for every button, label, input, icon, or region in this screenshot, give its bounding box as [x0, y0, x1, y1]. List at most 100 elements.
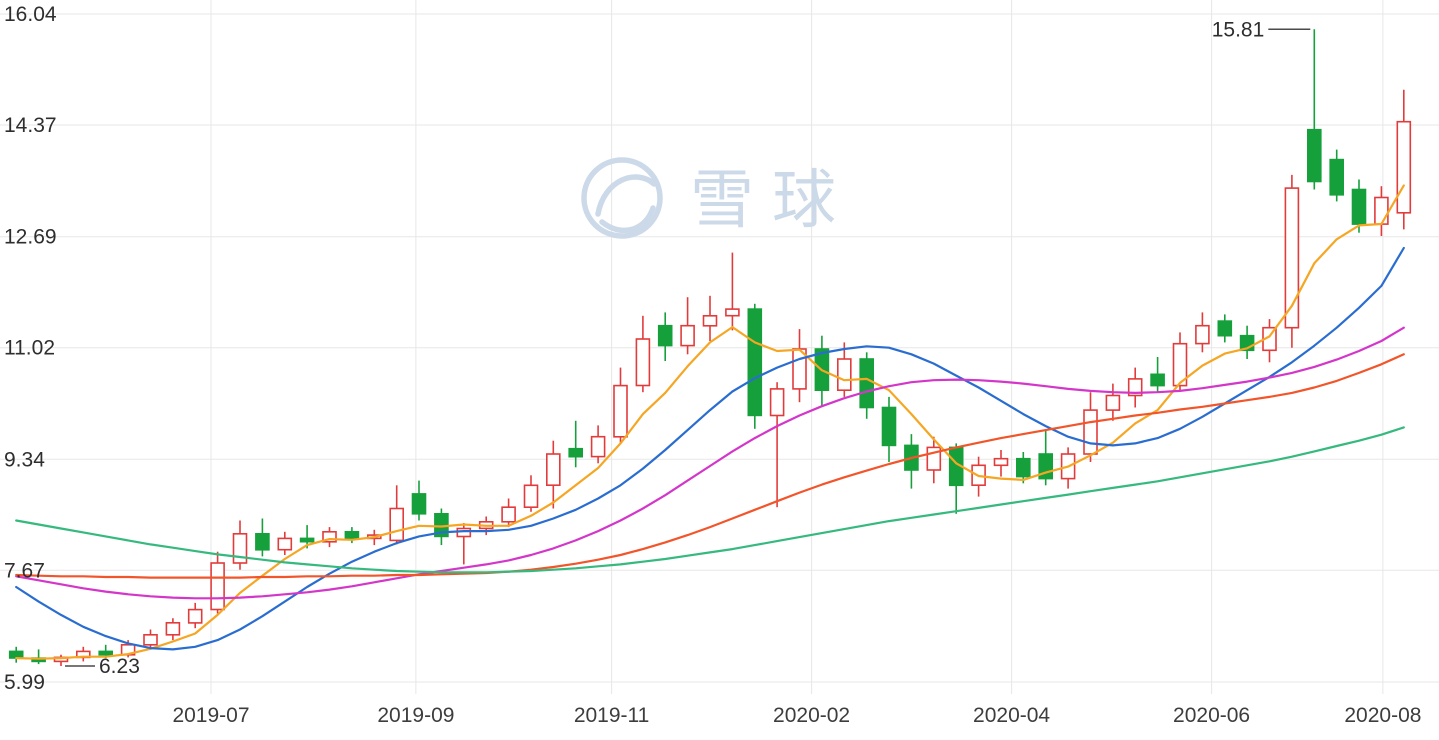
- candle-body: [255, 532, 270, 551]
- candle-body: [1105, 394, 1121, 411]
- candle[interactable]: [836, 342, 852, 397]
- candle-body: [568, 447, 584, 458]
- candle-body: [411, 493, 427, 515]
- candle[interactable]: [635, 315, 651, 393]
- candle-body: [635, 338, 651, 387]
- candle[interactable]: [590, 425, 606, 464]
- candle[interactable]: [255, 518, 270, 557]
- candle-body: [523, 484, 539, 508]
- candle[interactable]: [792, 329, 807, 403]
- ma-line-red: [15, 353, 1405, 579]
- candle-body: [299, 537, 315, 543]
- candle[interactable]: [1329, 149, 1344, 202]
- candle[interactable]: [1284, 174, 1300, 348]
- candle[interactable]: [1105, 383, 1121, 421]
- candle-body: [590, 435, 606, 458]
- candle[interactable]: [725, 252, 740, 331]
- candle[interactable]: [501, 498, 516, 528]
- candle[interactable]: [143, 629, 158, 649]
- candle-body: [143, 633, 158, 646]
- x-axis-label: 2020-06: [1173, 704, 1250, 727]
- candle[interactable]: [702, 295, 718, 341]
- candle-body: [1284, 187, 1300, 329]
- candle[interactable]: [568, 420, 584, 468]
- candle-body: [859, 358, 875, 409]
- candle[interactable]: [859, 352, 875, 419]
- candle[interactable]: [948, 443, 964, 514]
- candle[interactable]: [747, 303, 763, 429]
- candle-body: [613, 384, 628, 438]
- y-axis-label: 5.99: [4, 671, 45, 694]
- candle[interactable]: [904, 434, 919, 489]
- y-axis-label: 14.37: [4, 114, 57, 137]
- candle-body: [165, 621, 181, 636]
- candle-body: [702, 314, 718, 327]
- candle-body: [725, 308, 740, 317]
- candle-body: [1307, 128, 1322, 183]
- candle-body: [1083, 409, 1098, 455]
- candle[interactable]: [1351, 179, 1367, 233]
- xueqiu-logo-swoosh-icon: [599, 205, 656, 234]
- candle[interactable]: [1150, 357, 1165, 393]
- candle[interactable]: [613, 367, 628, 444]
- candle[interactable]: [53, 654, 69, 666]
- candle[interactable]: [881, 396, 897, 462]
- candle[interactable]: [1217, 314, 1233, 343]
- candle[interactable]: [165, 618, 181, 641]
- x-axis-label: 2020-02: [773, 704, 850, 727]
- candle[interactable]: [657, 312, 673, 361]
- candle[interactable]: [1195, 312, 1210, 353]
- candle[interactable]: [1396, 89, 1412, 230]
- candle-body: [545, 453, 561, 487]
- candle-body: [1127, 378, 1143, 397]
- ma-line-magenta: [15, 326, 1405, 600]
- candle[interactable]: [210, 551, 225, 614]
- candle[interactable]: [187, 602, 203, 629]
- candle[interactable]: [1239, 325, 1255, 359]
- x-axis-label: 2019-09: [377, 704, 454, 727]
- candle-body: [277, 537, 293, 551]
- xueqiu-watermark-text: 雪球: [690, 164, 854, 236]
- candle[interactable]: [993, 450, 1009, 477]
- candle-body: [187, 608, 203, 624]
- y-axis-label: 7.67: [4, 559, 45, 582]
- candle[interactable]: [322, 527, 337, 548]
- candle-body: [456, 527, 472, 538]
- candle[interactable]: [680, 297, 695, 355]
- candle[interactable]: [8, 646, 24, 663]
- candle-body: [1195, 324, 1210, 345]
- candle[interactable]: [1307, 29, 1322, 190]
- candle[interactable]: [456, 523, 472, 565]
- candle[interactable]: [411, 480, 427, 521]
- candle[interactable]: [1262, 319, 1277, 363]
- candle[interactable]: [232, 520, 248, 570]
- candle-body: [1150, 373, 1165, 387]
- candle-body: [1015, 457, 1031, 478]
- candle-body: [657, 324, 673, 347]
- candle[interactable]: [31, 649, 46, 665]
- candle[interactable]: [1127, 367, 1143, 408]
- x-axis-label: 2019-07: [172, 704, 249, 727]
- candle[interactable]: [1015, 452, 1031, 484]
- candle-body: [1172, 342, 1188, 387]
- candle-body: [344, 530, 360, 540]
- candle-body: [98, 650, 113, 656]
- y-axis-label: 9.34: [4, 448, 45, 471]
- candle[interactable]: [769, 382, 785, 508]
- candle[interactable]: [389, 485, 405, 545]
- candle-body: [1217, 320, 1233, 337]
- candle[interactable]: [523, 475, 539, 512]
- candle[interactable]: [1038, 430, 1053, 486]
- low-price-label: 6.23: [99, 655, 140, 678]
- candle[interactable]: [1374, 186, 1389, 236]
- xueqiu-logo-icon: [581, 157, 663, 239]
- xueqiu-logo-swoosh-icon: [595, 174, 657, 217]
- candle[interactable]: [277, 531, 293, 555]
- candle[interactable]: [76, 646, 91, 662]
- x-axis-label: 2019-11: [574, 704, 650, 727]
- y-axis-label: 16.04: [4, 3, 57, 26]
- ma-line-green: [15, 426, 1405, 574]
- candle[interactable]: [545, 440, 561, 509]
